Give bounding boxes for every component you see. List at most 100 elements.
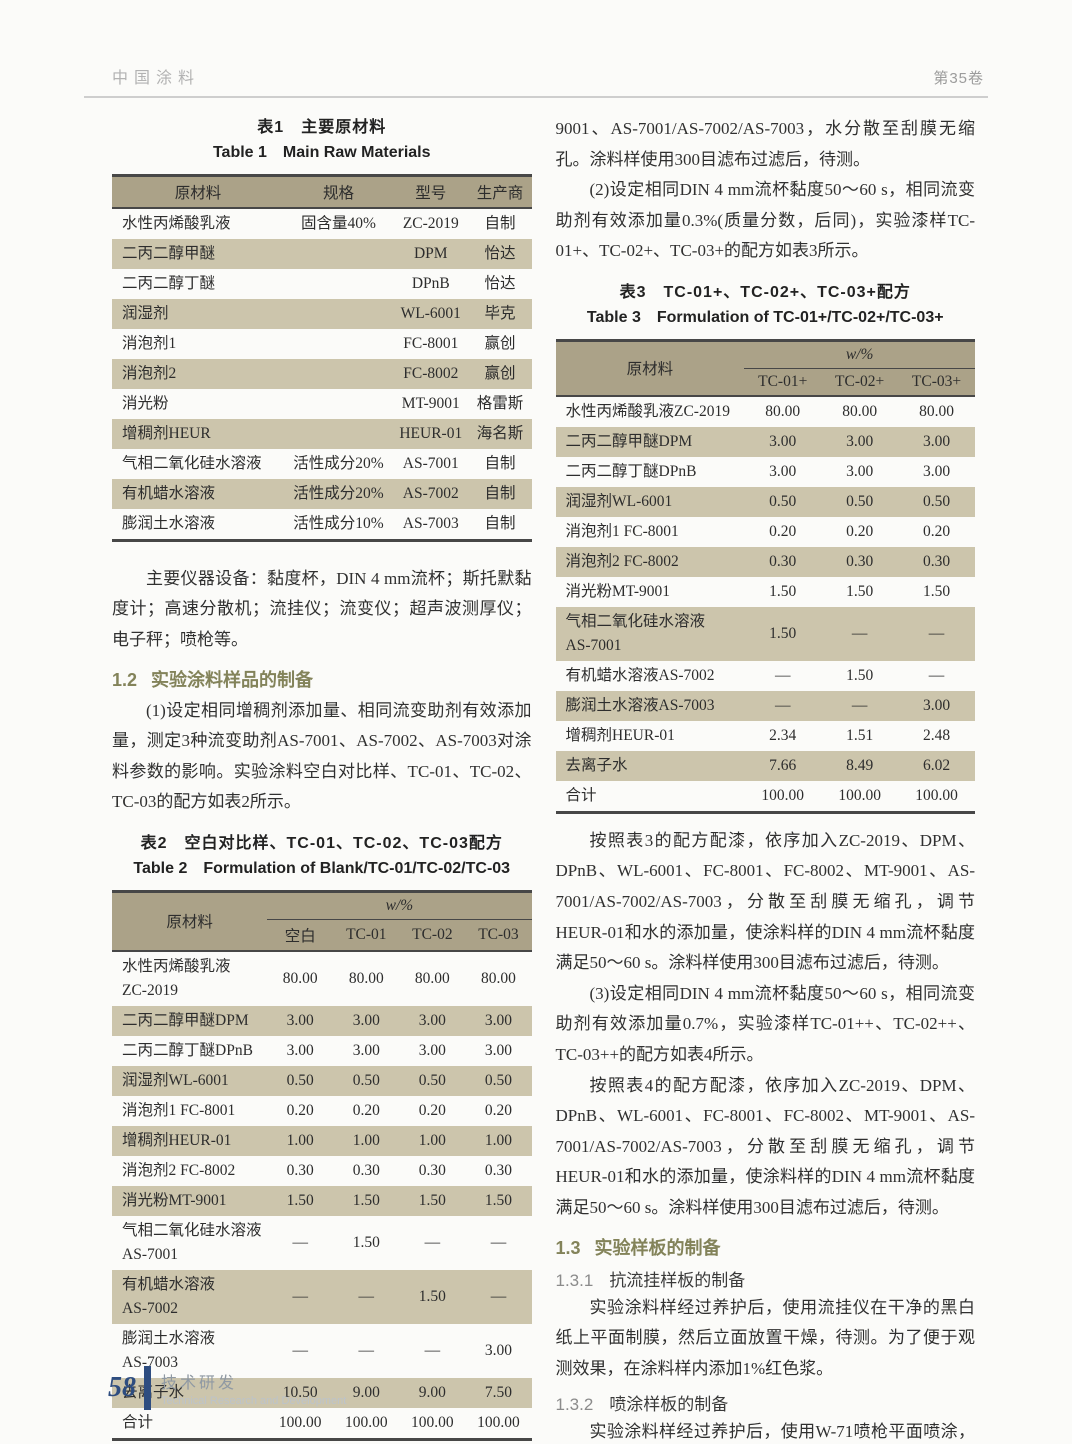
- row-value: 自制: [484, 484, 516, 502]
- row-value: AS-7003: [402, 514, 459, 532]
- row-value: —: [928, 666, 945, 684]
- sample-header: TC-03: [465, 919, 532, 951]
- row-value: 1.50: [418, 1287, 446, 1305]
- row-value: 3.00: [922, 696, 951, 714]
- row-value: —: [358, 1287, 375, 1305]
- row-value: 1.50: [352, 1233, 380, 1251]
- row-value: 1.50: [286, 1191, 314, 1209]
- row-value: 0.50: [846, 492, 874, 510]
- row-value: 3.00: [352, 1041, 380, 1059]
- table-row: 二丙二醇丁醚DPnB 3.00 3.00 3.00 3.00: [112, 1036, 532, 1066]
- table-row: 气相二氧化硅水溶液 AS-7001 1.50 — —: [555, 606, 975, 661]
- row-value: 3.00: [352, 1011, 380, 1029]
- table-row: 去离子水 7.66 8.49 6.02: [555, 750, 975, 781]
- row-value: 0.30: [418, 1161, 446, 1179]
- table-row: 润湿剂WL-6001 0.50 0.50 0.50 0.50: [112, 1065, 532, 1096]
- row-label: 消泡剂1: [122, 334, 177, 352]
- column-header: 生产商: [468, 175, 532, 208]
- row-value: 1.50: [922, 582, 951, 600]
- row-label: 二丙二醇甲醚: [122, 244, 216, 262]
- table-formulation-tc01p-tc02p-tc03p: 原材料 w/% TC-01+ TC-02+ TC-03+ 水性丙烯酸乳液ZC-2019 80…: [555, 338, 976, 814]
- row-value: 0.20: [846, 522, 874, 540]
- row-value: 活性成分10%: [293, 514, 384, 532]
- row-value: 1.00: [418, 1131, 446, 1149]
- row-value: AS-7002: [402, 484, 459, 502]
- row-value: 怡达: [484, 274, 516, 292]
- row-value: 1.50: [484, 1191, 512, 1209]
- sample-header: TC-01: [333, 919, 400, 951]
- row-value: 100.00: [915, 786, 958, 804]
- table-header-row: 原材料 w/%: [112, 891, 532, 951]
- table-formulation-blank-tc01-tc02-tc03: 原材料 w/% 空白 TC-01 TC-02 TC-03 水性丙烯酸乳液 ZC-2019 80…: [112, 889, 532, 1441]
- row-value: 1.51: [846, 726, 874, 744]
- table-row: 有机蜡水溶液 AS-7002 — — 1.50 —: [112, 1269, 532, 1324]
- row-value: 0.20: [418, 1101, 446, 1119]
- row-label: 膨润土水溶液 AS-7003: [122, 1329, 216, 1371]
- row-value: 自制: [484, 454, 516, 472]
- row-value: 6.02: [922, 756, 951, 774]
- table-row: 二丙二醇丁醚 DPnB 怡达: [112, 269, 532, 299]
- row-value: 0.50: [418, 1071, 446, 1089]
- row-value: 3.00: [484, 1341, 512, 1359]
- row-label: 合计: [565, 786, 597, 804]
- row-value: —: [292, 1233, 308, 1251]
- table-row: 消泡剂1 FC-8001 0.20 0.20 0.20: [556, 517, 976, 547]
- row-value: —: [292, 1341, 308, 1359]
- subsection-title: 抗流挂样板的制备: [609, 1270, 746, 1290]
- row-label: 消光粉MT-9001: [122, 1191, 227, 1209]
- table-row: 润湿剂 WL-6001 毕克: [112, 298, 532, 329]
- table-row: 膨润土水溶液AS-7003 — — 3.00: [555, 690, 975, 721]
- table-row: 气相二氧化硅水溶液 活性成分20% AS-7001 自制: [112, 449, 532, 479]
- row-value: [284, 389, 393, 419]
- row-label: 消泡剂2 FC-8002: [565, 552, 679, 570]
- table1-caption: 表1 主要原材料 Table 1 Main Raw Materials: [112, 116, 532, 166]
- content-columns: 表1 主要原材料 Table 1 Main Raw Materials 原材料规…: [112, 114, 975, 1444]
- table-row: 消泡剂1 FC-8001 赢创: [112, 329, 532, 359]
- row-value: 0.30: [352, 1161, 380, 1179]
- row-value: DPM: [413, 244, 448, 262]
- row-label: 润湿剂WL-6001: [122, 1071, 229, 1089]
- row-value: —: [424, 1341, 441, 1359]
- row-value: 3.00: [484, 1041, 512, 1059]
- row-value: 1.00: [352, 1131, 380, 1149]
- row-value: 毕克: [484, 304, 516, 322]
- row-value: 80.00: [414, 969, 450, 987]
- row-value: —: [424, 1233, 441, 1251]
- row-value: 80.00: [842, 402, 878, 420]
- group-header: w/%: [267, 891, 532, 920]
- table2-caption-en: Table 2 Formulation of Blank/TC-01/TC-02…: [133, 859, 511, 877]
- table-row: 膨润土水溶液 AS-7003 — — — 3.00: [112, 1324, 532, 1378]
- section-heading-1-3: 1.3 实验样板的制备: [556, 1234, 976, 1260]
- row-value: 1.00: [286, 1131, 314, 1149]
- page-footer: 58 技术研发 Technical Research and Developme…: [108, 1366, 346, 1410]
- row-value: 3.00: [418, 1011, 446, 1029]
- paragraph-table4-process: 按照表4的配方配漆，依序加入ZC-2019、DPM、DPnB、WL-6001、F…: [555, 1075, 976, 1217]
- row-label: 气相二氧化硅水溶液 AS-7001: [565, 612, 706, 654]
- row-label: 水性丙烯酸乳液ZC-2019: [565, 402, 730, 420]
- table-row: 膨润土水溶液 活性成分10% AS-7003 自制: [112, 509, 532, 541]
- row-label: 水性丙烯酸乳液: [122, 214, 231, 232]
- row-value: 1.50: [846, 582, 874, 600]
- footer-section: 技术研发 Technical Research and Development: [161, 1369, 346, 1407]
- page-header: 中国涂料 第35卷: [84, 64, 988, 98]
- sample-header: TC-03+: [898, 368, 975, 396]
- row-value: 80.00: [282, 969, 318, 987]
- row-value: —: [928, 624, 945, 642]
- row-label: 二丙二醇丁醚: [122, 274, 216, 292]
- row-value: 80.00: [348, 969, 384, 987]
- row-value: 0.30: [922, 552, 951, 570]
- row-label: 消泡剂2: [122, 364, 177, 382]
- row-label: 有机蜡水溶液AS-7002: [565, 666, 715, 684]
- table-row: 二丙二醇甲醚DPM 3.00 3.00 3.00: [555, 426, 975, 457]
- row-label: 去离子水: [122, 1383, 185, 1401]
- paragraph-spray-panel: 实验涂料样经过养护后，使用W-71喷枪平面喷涂，涂布量130±10 g/m²，然…: [589, 1422, 976, 1442]
- row-label: 增稠剂HEUR: [122, 424, 211, 442]
- row-value: 格雷斯: [476, 394, 524, 412]
- row-value: MT-9001: [401, 394, 460, 412]
- row-label: 增稠剂HEUR-01: [122, 1131, 232, 1149]
- row-label: 有机蜡水溶液: [122, 484, 216, 502]
- subsection-heading-1-3-2: 1.3.2 喷涂样板的制备: [556, 1390, 976, 1415]
- row-value: 0.20: [769, 522, 797, 540]
- row-value: 1.50: [352, 1191, 380, 1209]
- row-value: 1.50: [418, 1191, 446, 1209]
